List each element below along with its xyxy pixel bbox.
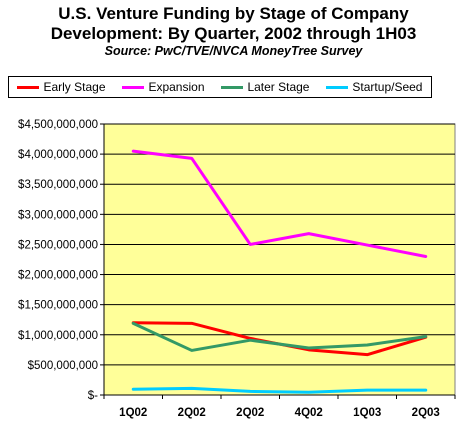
legend-item-early-stage: Early Stage bbox=[17, 80, 106, 94]
y-tick-label: $4,500,000,000 bbox=[18, 119, 98, 131]
y-tick-label: $3,000,000,000 bbox=[18, 209, 98, 221]
x-tick-label: 1Q03 bbox=[353, 407, 381, 419]
legend-label: Expansion bbox=[148, 80, 205, 94]
series-line-startup-seed bbox=[131, 386, 428, 394]
chart-title: U.S. Venture Funding by Stage of Company… bbox=[0, 4, 467, 44]
chart-subtitle: Source: PwC/TVE/NVCA MoneyTree Survey bbox=[104, 44, 363, 58]
legend-swatch bbox=[221, 85, 244, 89]
plot-area bbox=[103, 123, 456, 396]
x-tick-label: 2Q03 bbox=[412, 407, 440, 419]
legend-item-later-stage: Later Stage bbox=[221, 80, 309, 94]
legend-label: Later Stage bbox=[247, 80, 310, 94]
y-tick-label: $4,000,000,000 bbox=[18, 149, 98, 161]
y-tick-label: $2,500,000,000 bbox=[18, 239, 98, 251]
legend-item-expansion: Expansion bbox=[122, 80, 205, 94]
x-tick-label: 2Q02 bbox=[178, 407, 206, 419]
y-tick-label: $1,000,000,000 bbox=[18, 330, 98, 342]
y-tick-label: $3,500,000,000 bbox=[18, 179, 98, 191]
chart-title-line-1: U.S. Venture Funding by Stage of Company bbox=[58, 4, 409, 23]
legend-label: Early Stage bbox=[43, 80, 106, 94]
x-tick-label: 4Q02 bbox=[295, 407, 323, 419]
legend-swatch bbox=[17, 85, 40, 89]
series-line-later-stage bbox=[131, 321, 428, 352]
legend-item-startup-seed: Startup/Seed bbox=[326, 80, 422, 94]
y-tick-label: $- bbox=[88, 390, 98, 402]
legend-label: Startup/Seed bbox=[352, 80, 423, 94]
x-tick-label: 1Q02 bbox=[119, 407, 147, 419]
legend-swatch bbox=[326, 85, 349, 89]
y-tick-label: $2,000,000,000 bbox=[18, 270, 98, 282]
legend-swatch bbox=[122, 85, 145, 89]
chart-title-line-2: Development: By Quarter, 2002 through 1H… bbox=[50, 24, 417, 43]
chart-legend: Early Stage Expansion Later Stage Startu… bbox=[8, 76, 432, 98]
x-tick-label: 2Q02 bbox=[236, 407, 264, 419]
series-line-expansion bbox=[131, 149, 428, 258]
y-tick-label: $500,000,000 bbox=[28, 360, 98, 372]
y-tick-label: $1,500,000,000 bbox=[18, 300, 98, 312]
